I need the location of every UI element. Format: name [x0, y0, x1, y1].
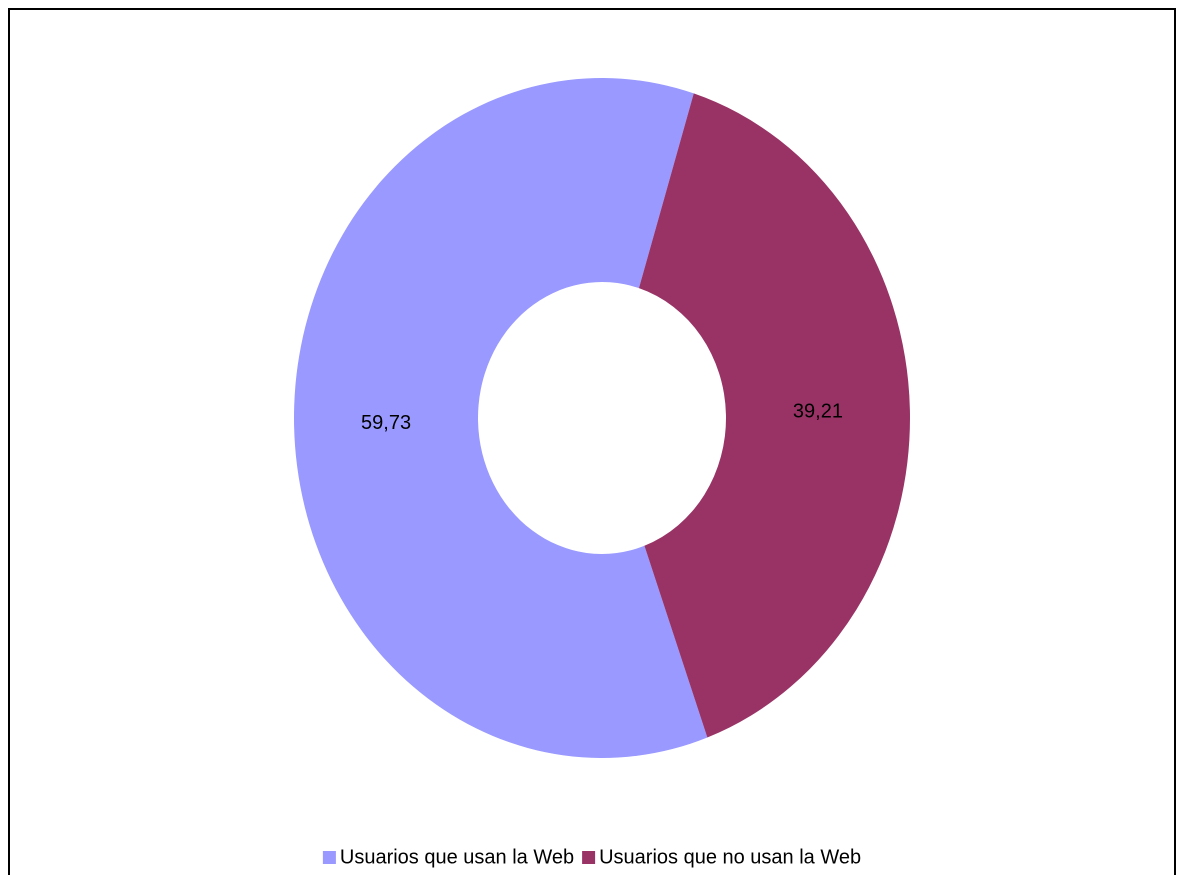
data-label: 59,73 — [361, 412, 411, 434]
legend-label: Usuarios que no usan la Web — [599, 846, 861, 868]
legend-swatch — [322, 851, 336, 864]
donut-slice — [638, 93, 910, 738]
donut-slice — [293, 77, 708, 759]
legend-label: Usuarios que usan la Web — [340, 846, 574, 868]
chart-border — [8, 8, 1176, 875]
legend-swatch — [582, 851, 596, 864]
data-label: 39,21 — [793, 401, 843, 423]
